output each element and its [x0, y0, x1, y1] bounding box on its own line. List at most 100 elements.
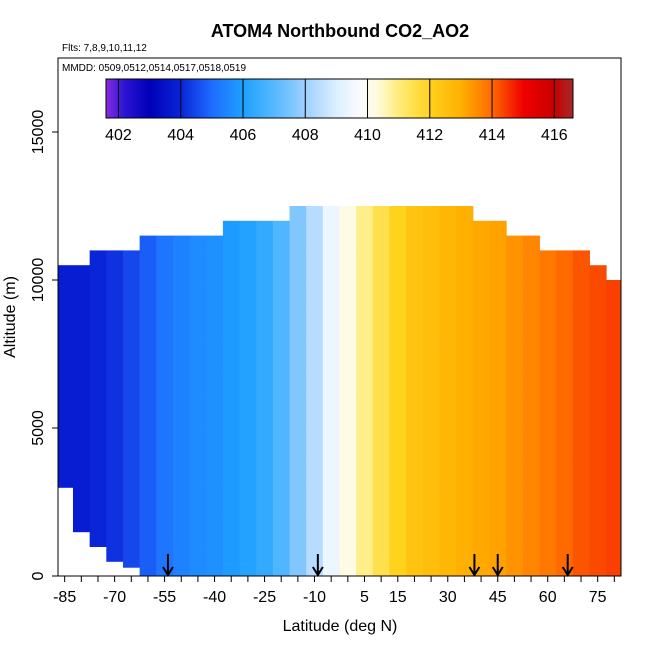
heatmap-cell — [106, 487, 124, 518]
heatmap-cell — [406, 487, 424, 518]
heatmap-cell — [156, 487, 174, 518]
heatmap-cell — [156, 428, 174, 459]
x-tick-label: 60 — [539, 589, 557, 606]
heatmap-cell — [58, 265, 74, 281]
heatmap-cell — [89, 457, 107, 488]
heatmap-cell — [456, 457, 474, 488]
heatmap-cell — [306, 309, 324, 340]
heatmap-cell — [156, 457, 174, 488]
heatmap-cell — [289, 220, 307, 251]
heatmap-cell — [389, 457, 407, 488]
heatmap-cell — [106, 368, 124, 399]
heatmap-cell — [58, 280, 74, 311]
heatmap-cell — [206, 516, 224, 547]
heatmap-cell — [372, 250, 391, 281]
heatmap-cell — [456, 398, 474, 429]
heatmap-cell — [389, 368, 407, 399]
profile-marker-arrow — [468, 554, 481, 577]
heatmap-cell — [506, 250, 524, 281]
heatmap-cell — [539, 250, 557, 281]
heatmap-cell — [189, 516, 207, 547]
heatmap-cell — [289, 339, 307, 370]
heatmap-cell — [606, 457, 621, 488]
heatmap-cell — [322, 250, 341, 281]
heatmap-cell — [472, 546, 491, 576]
heatmap-cell — [72, 309, 91, 340]
heatmap-cell — [456, 206, 474, 222]
heatmap-cell — [222, 428, 241, 459]
heatmap-cell — [356, 428, 374, 459]
y-tick-label: 15000 — [30, 110, 47, 155]
y-tick-label: 5000 — [30, 410, 47, 446]
heatmap-cell — [406, 309, 424, 340]
heatmap-cell — [606, 516, 621, 547]
heatmap-cell — [339, 428, 357, 459]
heatmap-cell — [189, 457, 207, 488]
heatmap-cell — [589, 398, 607, 429]
heatmap-cell — [506, 516, 524, 547]
heatmap-cell — [372, 368, 391, 399]
heatmap-cell — [572, 516, 590, 547]
heatmap-cell — [156, 546, 174, 576]
x-axis-label: Latitude (deg N) — [283, 618, 398, 635]
heatmap-cell — [222, 546, 241, 576]
heatmap-cell — [189, 398, 207, 429]
heatmap-cell — [556, 339, 574, 370]
heatmap-cell — [406, 220, 424, 251]
heatmap-cell — [72, 457, 91, 488]
heatmap-cell — [372, 339, 391, 370]
heatmap-cell — [339, 309, 357, 340]
heatmap-cell — [389, 398, 407, 429]
heatmap-cell — [389, 220, 407, 251]
x-tick-label: 15 — [389, 589, 407, 606]
heatmap-cell — [222, 457, 241, 488]
heatmap-cell — [106, 309, 124, 340]
heatmap-cell — [489, 309, 507, 340]
colorbar-tick-label: 410 — [354, 127, 381, 144]
heatmap-cell — [406, 516, 424, 547]
y-tick-label: 10000 — [30, 258, 47, 303]
heatmap-cell — [572, 398, 590, 429]
heatmap-cell — [489, 280, 507, 311]
heatmap-cell — [339, 206, 357, 222]
heatmap-cell — [189, 428, 207, 459]
heatmap-cell — [72, 487, 91, 518]
heatmap-cell — [572, 250, 590, 281]
heatmap-cell — [439, 487, 457, 518]
heatmap-cell — [456, 546, 474, 576]
heatmap-cell — [356, 250, 374, 281]
heatmap-cell — [606, 428, 621, 459]
heatmap-cell — [72, 265, 91, 281]
heatmap-cell — [156, 309, 174, 340]
heatmap-cell — [589, 280, 607, 311]
heatmap-cell — [472, 457, 491, 488]
heatmap-cell — [356, 487, 374, 518]
heatmap-cell — [289, 516, 307, 547]
heatmap-cell — [106, 280, 124, 311]
heatmap-cell — [589, 428, 607, 459]
heatmap-cell — [306, 487, 324, 518]
heatmap-cell — [206, 398, 224, 429]
heatmap-cell — [372, 516, 391, 547]
heatmap-cell — [506, 546, 524, 576]
heatmap-cell — [506, 398, 524, 429]
heatmap-cell — [522, 398, 540, 429]
heatmap-cell — [156, 250, 174, 281]
heatmap-cell — [256, 428, 274, 459]
heatmap-cell — [306, 206, 324, 222]
heatmap-cell — [272, 428, 291, 459]
heatmap-cell — [439, 339, 457, 370]
heatmap-cell — [589, 309, 607, 340]
heatmap-cell — [89, 368, 107, 399]
heatmap-cell — [422, 206, 441, 222]
heatmap-cell — [256, 280, 274, 311]
colorbar-ticks: 402 404 406 408 410 412 414 416 — [105, 79, 568, 144]
heatmap-cell — [222, 516, 241, 547]
heatmap-cell — [122, 280, 141, 311]
heatmap-cell — [289, 487, 307, 518]
heatmap-cell — [339, 487, 357, 518]
heatmap-cell — [422, 220, 441, 251]
heatmap-cell — [139, 428, 157, 459]
heatmap-cell — [356, 220, 374, 251]
heatmap-cell — [89, 398, 107, 429]
